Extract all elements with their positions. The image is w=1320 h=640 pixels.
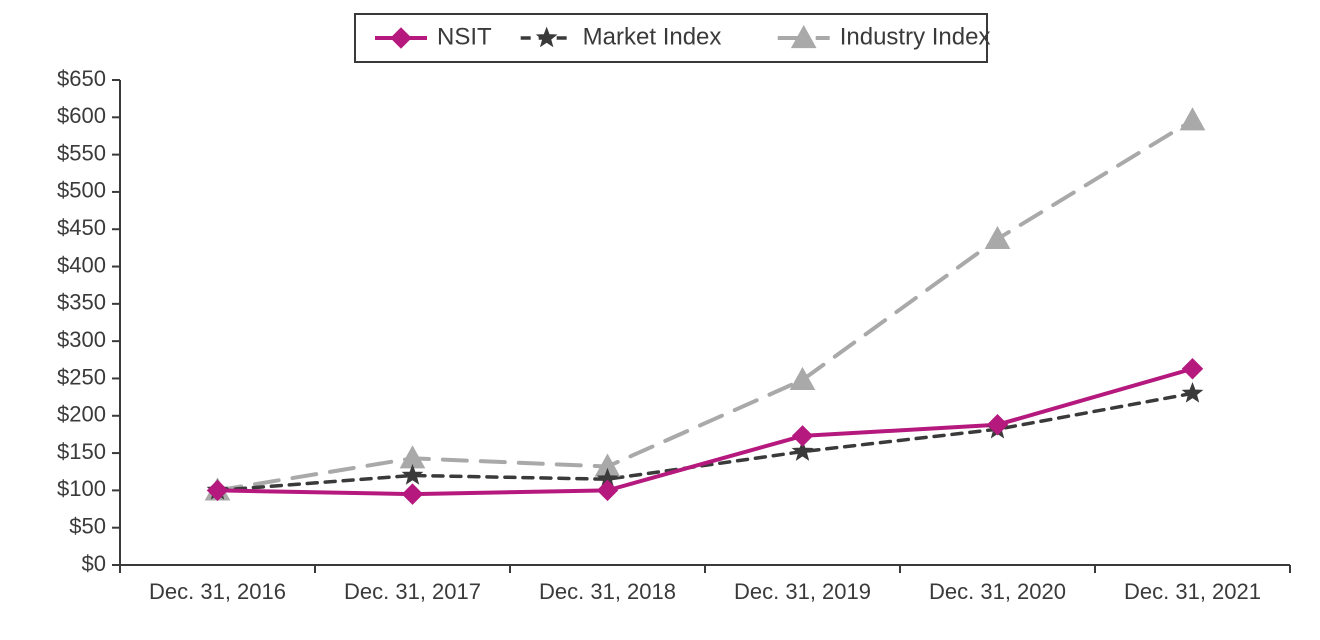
x-tick-label: Dec. 31, 2019: [734, 579, 871, 604]
legend-label: Market Index: [583, 23, 722, 50]
chart-container: $0 $50 $100 $150 $200 $250 $300 $350 $400 $450 $50…: [0, 0, 1320, 640]
y-tick-label: $600: [57, 103, 106, 128]
y-tick-label: $250: [57, 364, 106, 389]
y-tick-label: $400: [57, 252, 106, 277]
y-tick-label: $650: [57, 66, 106, 91]
x-tick-label: Dec. 31, 2021: [1124, 579, 1261, 604]
y-tick-label: $550: [57, 140, 106, 165]
legend-label: Industry Index: [840, 23, 991, 50]
x-tick-label: Dec. 31, 2018: [539, 579, 676, 604]
line-chart-svg: $0 $50 $100 $150 $200 $250 $300 $350 $400 $450 $50…: [0, 0, 1320, 640]
y-tick-label: $350: [57, 290, 106, 315]
chart-bg: [0, 0, 1320, 640]
x-tick-label: Dec. 31, 2016: [149, 579, 286, 604]
y-tick-label: $150: [57, 439, 106, 464]
legend-label: NSIT: [437, 23, 492, 50]
y-tick-label: $50: [69, 514, 106, 539]
y-tick-label: $100: [57, 476, 106, 501]
x-tick-label: Dec. 31, 2020: [929, 579, 1066, 604]
y-tick-label: $300: [57, 327, 106, 352]
y-tick-label: $200: [57, 402, 106, 427]
x-tick-label: Dec. 31, 2017: [344, 579, 481, 604]
legend: NSIT Market Index Industry Index: [355, 14, 990, 62]
y-tick-label: $0: [82, 551, 106, 576]
y-tick-label: $450: [57, 215, 106, 240]
y-tick-label: $500: [57, 178, 106, 203]
